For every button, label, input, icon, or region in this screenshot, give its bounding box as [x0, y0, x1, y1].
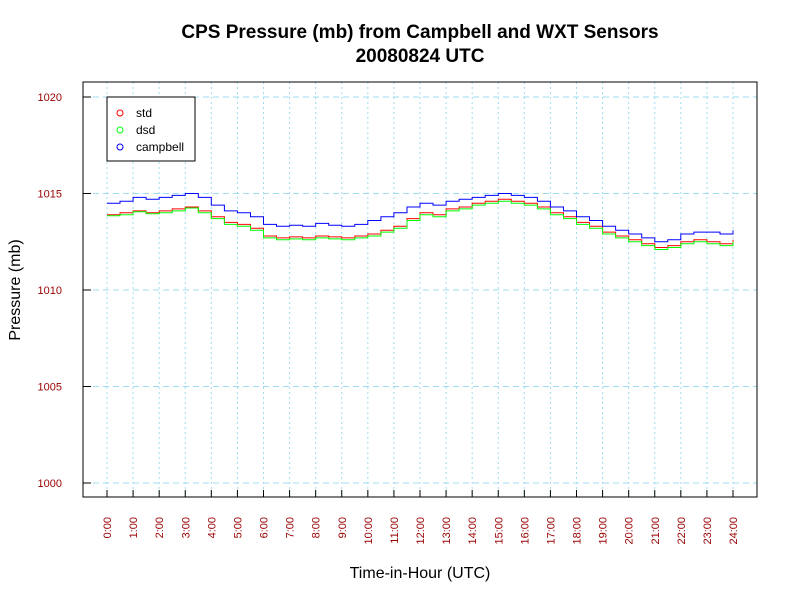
legend-box: [106, 96, 196, 162]
x-tick-label: 16:00: [519, 517, 531, 545]
legend: std dsd campbell: [106, 96, 196, 162]
x-tick-label: 20:00: [624, 517, 636, 545]
x-axis-ticks: 0:00 1:00 2:00 3:00 4:00 5:00 6:00 7:00 8:00 9:00…: [102, 490, 740, 545]
y-axis-title: Pressure (mb): [7, 239, 24, 340]
chart-subtitle: 20080824 UTC: [356, 46, 485, 67]
x-tick-label: 19:00: [598, 517, 610, 545]
legend-marker-dsd: [116, 126, 124, 134]
x-tick-label: 5:00: [232, 517, 244, 538]
y-tick-label: 1000: [38, 478, 62, 490]
legend-label-dsd: dsd: [136, 123, 155, 137]
x-tick-label: 9:00: [337, 517, 349, 538]
y-axis-ticks: 1000 1005 1010 1015 1020: [38, 92, 91, 490]
x-tick-label: 6:00: [259, 517, 271, 538]
legend-label-campbell: campbell: [136, 140, 184, 154]
legend-marker-std: [116, 109, 124, 117]
x-tick-label: 3:00: [180, 517, 192, 538]
x-tick-label: 21:00: [650, 517, 662, 545]
y-tick-label: 1020: [38, 92, 62, 104]
y-tick-label: 1010: [38, 285, 62, 297]
x-tick-label: 23:00: [702, 517, 714, 545]
x-tick-label: 12:00: [415, 517, 427, 545]
chart-title: CPS Pressure (mb) from Campbell and WXT …: [181, 22, 658, 43]
x-tick-label: 1:00: [128, 517, 140, 538]
legend-label-std: std: [136, 106, 152, 120]
series-lines: [107, 193, 734, 250]
x-tick-label: 13:00: [441, 517, 453, 545]
x-tick-label: 18:00: [572, 517, 584, 545]
y-tick-label: 1005: [38, 382, 62, 394]
series-line-dsd: [107, 200, 734, 250]
x-tick-label: 2:00: [154, 517, 166, 538]
x-tick-label: 15:00: [493, 517, 505, 545]
x-tick-label: 10:00: [363, 517, 375, 545]
y-tick-label: 1015: [38, 189, 62, 201]
x-tick-label: 14:00: [467, 517, 479, 545]
x-tick-label: 4:00: [206, 517, 218, 538]
x-tick-label: 7:00: [285, 517, 297, 538]
x-tick-label: 0:00: [102, 517, 114, 538]
x-axis-title: Time-in-Hour (UTC): [350, 565, 491, 582]
x-tick-label: 17:00: [545, 517, 557, 545]
series-line-campbell: [107, 193, 734, 243]
x-tick-label: 11:00: [389, 517, 401, 544]
x-tick-label: 22:00: [676, 517, 688, 545]
legend-marker-campbell: [116, 143, 124, 151]
x-tick-label: 24:00: [728, 517, 740, 545]
x-tick-label: 8:00: [311, 517, 323, 538]
